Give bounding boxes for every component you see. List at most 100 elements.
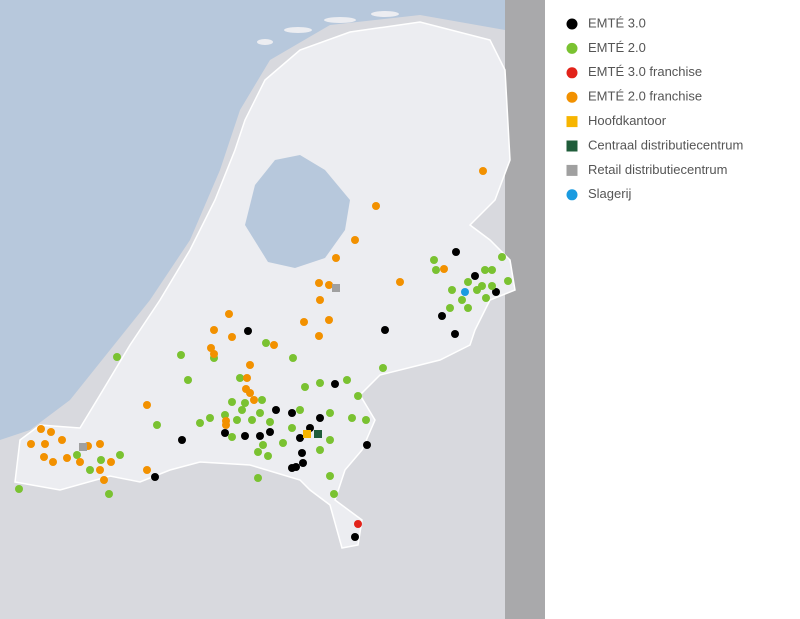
location-dot	[228, 433, 236, 441]
location-dot	[332, 284, 340, 292]
location-dot	[315, 332, 323, 340]
location	[96, 440, 104, 448]
location	[264, 452, 272, 460]
location	[248, 416, 256, 424]
location-dot	[362, 416, 370, 424]
legend-label: EMTÉ 2.0 franchise	[588, 89, 702, 104]
location	[440, 265, 448, 273]
legend: EMTÉ 3.0 EMTÉ 2.0 EMTÉ 3.0 franchise EMTÉ 2…	[566, 15, 743, 201]
location-dot	[270, 341, 278, 349]
ijsselmeer	[245, 155, 350, 268]
location-dot	[143, 401, 151, 409]
location	[107, 458, 115, 466]
location	[438, 312, 446, 320]
location	[289, 354, 297, 362]
location	[316, 446, 324, 454]
location-dot	[315, 279, 323, 287]
location	[143, 401, 151, 409]
location	[296, 406, 304, 414]
location-dot	[326, 436, 334, 444]
island	[324, 17, 356, 23]
location-dot	[440, 265, 448, 273]
location	[47, 428, 55, 436]
location	[113, 353, 121, 361]
location	[381, 326, 389, 334]
location	[288, 464, 296, 472]
location-dot	[41, 440, 49, 448]
location	[221, 429, 229, 437]
location	[479, 167, 487, 175]
location-dot	[58, 436, 66, 444]
location-dot	[233, 416, 241, 424]
location	[143, 466, 151, 474]
location-dot	[289, 354, 297, 362]
location	[379, 364, 387, 372]
legend-marker	[566, 164, 578, 176]
location-dot	[316, 379, 324, 387]
location-dot	[481, 266, 489, 274]
location-dot	[326, 472, 334, 480]
legend-marker	[566, 91, 578, 103]
location-dot	[256, 409, 264, 417]
island	[284, 27, 312, 33]
location	[272, 406, 280, 414]
location-dot	[177, 351, 185, 359]
location	[316, 296, 324, 304]
location-dot	[222, 417, 230, 425]
location-dot	[351, 236, 359, 244]
location-dot	[464, 278, 472, 286]
location	[270, 341, 278, 349]
location	[254, 474, 262, 482]
location-dot	[246, 389, 254, 397]
location-dot	[238, 406, 246, 414]
location-dot	[97, 456, 105, 464]
location	[298, 449, 306, 457]
location	[300, 318, 308, 326]
location-dot	[113, 353, 121, 361]
location-dot	[73, 451, 81, 459]
legend-marker	[566, 18, 578, 30]
location	[79, 443, 87, 451]
location	[362, 416, 370, 424]
location-dot	[228, 333, 236, 341]
location-dot	[47, 428, 55, 436]
location	[196, 419, 204, 427]
location-dot	[316, 414, 324, 422]
location-dot	[178, 436, 186, 444]
location	[452, 248, 460, 256]
location-dot	[15, 485, 23, 493]
location	[326, 472, 334, 480]
location	[464, 278, 472, 286]
location	[451, 330, 459, 338]
location	[228, 433, 236, 441]
location	[314, 430, 322, 438]
location	[73, 451, 81, 459]
location	[153, 421, 161, 429]
location-dot	[241, 399, 249, 407]
location-dot	[236, 374, 244, 382]
island	[371, 11, 399, 17]
location-dot	[107, 458, 115, 466]
location-dot	[196, 419, 204, 427]
location-dot	[258, 396, 266, 404]
location-dot	[330, 490, 338, 498]
location	[504, 277, 512, 285]
location-dot	[288, 424, 296, 432]
location	[343, 376, 351, 384]
location-dot	[351, 533, 359, 541]
location-dot	[225, 310, 233, 318]
location	[492, 288, 500, 296]
location-dot	[210, 350, 218, 358]
location-dot	[79, 443, 87, 451]
location	[288, 424, 296, 432]
location	[498, 253, 506, 261]
location	[488, 282, 496, 290]
location-dot	[221, 429, 229, 437]
location	[299, 459, 307, 467]
legend-label: Retail distributiecentrum	[588, 162, 727, 177]
location-dot	[488, 282, 496, 290]
location	[446, 304, 454, 312]
location	[258, 396, 266, 404]
location-dot	[153, 421, 161, 429]
